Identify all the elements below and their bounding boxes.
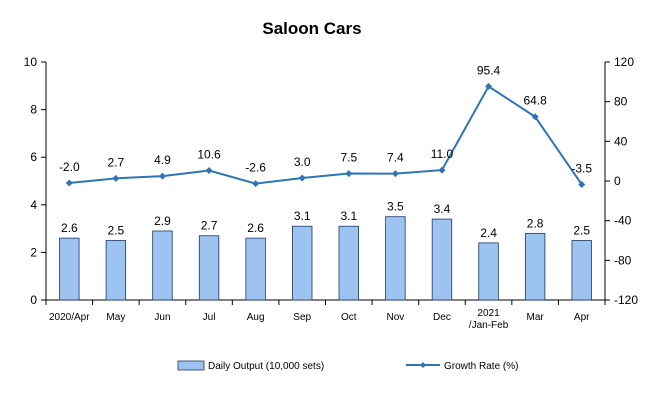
bar-daily-output: [524, 232, 546, 301]
y-left-tick-label: 4: [30, 198, 37, 212]
chart-title: Saloon Cars: [262, 19, 361, 38]
x-tick-label: Mar: [527, 312, 545, 323]
bar-daily-output: [571, 240, 592, 301]
line-data-label: -2.0: [59, 160, 80, 174]
point-growth-rate: [112, 174, 120, 182]
x-tick-label: Sep: [293, 312, 311, 323]
bar-daily-output: [478, 242, 499, 301]
y-left-tick-label: 6: [30, 150, 37, 164]
x-tick-label: 2021/Jan-Feb: [469, 308, 509, 331]
bar-data-label: 3.5: [387, 200, 404, 214]
point-growth-rate: [438, 166, 446, 174]
bar-daily-output: [59, 237, 80, 301]
bar-daily-output: [198, 235, 220, 301]
line-growth-rate: [69, 84, 583, 186]
x-tick-label: 2020/Apr: [49, 312, 90, 323]
bar-daily-output: [105, 240, 127, 301]
y-right-tick-label: 120: [614, 55, 634, 69]
bar-data-label: 2.5: [108, 224, 125, 238]
line-data-label: 95.4: [477, 63, 501, 77]
bar-data-label: 2.9: [154, 214, 171, 228]
point-growth-rate: [485, 82, 493, 90]
x-tick-label: Jun: [154, 312, 170, 323]
legend-marker-growth-rate: [420, 362, 426, 368]
bar-data-label: 3.1: [294, 209, 311, 223]
bar-daily-output: [292, 225, 313, 301]
line-data-label: 7.4: [387, 151, 404, 165]
y-right-tick-label: -40: [614, 214, 632, 228]
bar-daily-output: [385, 216, 406, 301]
bar-data-label: 2.6: [247, 221, 264, 235]
y-right-tick-label: 0: [614, 174, 621, 188]
line-data-label: 11.0: [431, 147, 454, 161]
y-left-tick-label: 8: [30, 103, 37, 117]
line-data-label: 2.7: [108, 155, 125, 169]
x-tick-label: May: [106, 312, 125, 323]
y-right-tick-label: -80: [614, 253, 632, 267]
y-right-tick-label: 80: [614, 95, 628, 109]
point-growth-rate: [391, 170, 399, 178]
line-data-label: 3.0: [294, 155, 311, 169]
y-left-tick-label: 10: [24, 55, 38, 69]
legend-swatch-daily-output: [177, 360, 205, 371]
legend: Daily Output (10,000 sets) Growth Rate (…: [177, 360, 518, 372]
bar-data-label: 2.8: [527, 216, 544, 230]
plot-area: 0 2 4 6 8 10 -120 -80 -40 0 40 80 120 2020/Apr May Jun J…: [24, 55, 639, 331]
bar-data-label: 2.6: [61, 221, 78, 235]
point-growth-rate: [65, 179, 73, 187]
y-left-tick-label: 2: [30, 245, 37, 259]
bar-daily-output: [338, 225, 359, 301]
bar-daily-output: [245, 237, 266, 301]
x-tick-label: Aug: [247, 312, 265, 323]
legend-label-growth-rate: Growth Rate (%): [444, 361, 518, 372]
point-growth-rate: [205, 166, 213, 174]
y-right-tick-label: -120: [614, 293, 638, 307]
line-data-label: 4.9: [154, 153, 171, 167]
point-growth-rate: [578, 180, 586, 188]
point-growth-rate: [531, 113, 539, 121]
point-growth-rate: [345, 170, 353, 178]
line-data-label: -2.6: [245, 161, 266, 175]
line-data-label: 7.5: [340, 151, 357, 165]
bar-daily-output: [431, 218, 453, 301]
legend-label-daily-output: Daily Output (10,000 sets): [208, 361, 324, 372]
line-data-label: -3.5: [571, 161, 592, 175]
x-tick-label: Jul: [203, 312, 216, 323]
bar-daily-output: [152, 230, 173, 301]
y-left-tick-label: 0: [30, 293, 37, 307]
x-tick-label: Dec: [433, 312, 451, 323]
line-data-label: 10.6: [197, 147, 221, 161]
bar-data-label: 2.7: [201, 219, 218, 233]
x-tick-label: Oct: [341, 312, 357, 323]
line-data-label: 64.8: [523, 94, 547, 108]
y-right-tick-label: 40: [614, 134, 628, 148]
point-growth-rate: [252, 180, 260, 188]
bar-data-label: 3.1: [340, 209, 357, 223]
point-growth-rate: [158, 172, 166, 180]
x-tick-label: Apr: [574, 312, 590, 323]
bar-data-label: 2.4: [480, 226, 497, 240]
x-tick-label: Nov: [386, 312, 404, 323]
point-growth-rate: [298, 174, 306, 182]
bar-data-label: 3.4: [434, 202, 451, 216]
bar-data-label: 2.5: [573, 224, 590, 238]
